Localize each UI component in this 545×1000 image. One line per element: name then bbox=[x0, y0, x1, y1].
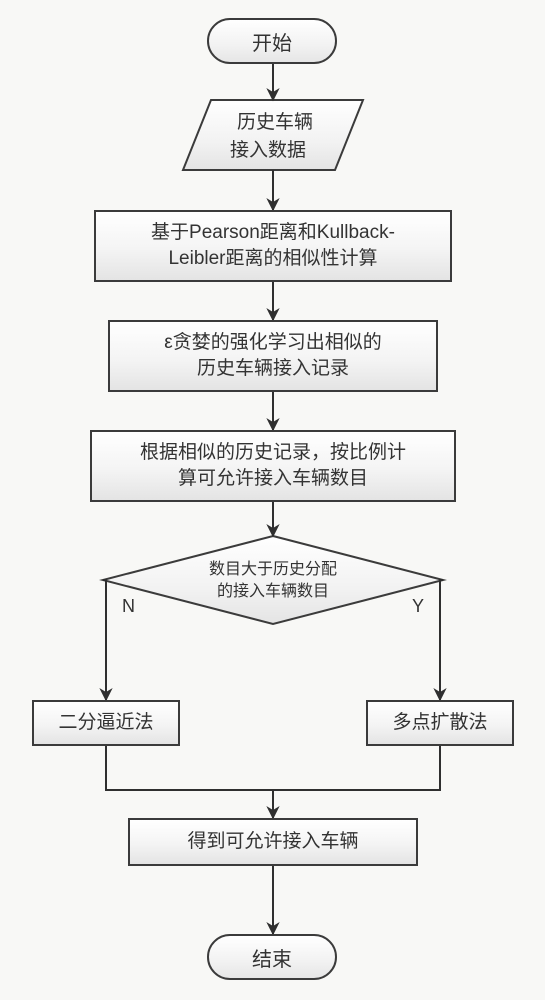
start-node: 开始 bbox=[207, 18, 337, 64]
decision-line1: 数目大于历史分配 bbox=[209, 560, 337, 578]
io-line2: 接入数据 bbox=[230, 139, 306, 161]
edge-right-merge bbox=[273, 746, 440, 790]
edge-dec-left bbox=[103, 580, 106, 700]
proc4-node: 得到可允许接入车辆 bbox=[128, 818, 418, 866]
decision-line2: 的接入车辆数目 bbox=[217, 582, 329, 600]
end-node: 结束 bbox=[207, 934, 337, 980]
edge-left-merge bbox=[106, 746, 273, 790]
proc3-line1: 根据相似的历史记录，按比例计 bbox=[140, 440, 406, 466]
proc4-label: 得到可允许接入车辆 bbox=[187, 829, 358, 855]
proc3-line2: 算可允许接入车辆数目 bbox=[140, 466, 406, 492]
end-label: 结束 bbox=[252, 943, 292, 972]
proc1-line1: 基于Pearson距离和Kullback- bbox=[151, 220, 395, 246]
procR-node: 多点扩散法 bbox=[366, 700, 514, 746]
edge-dec-right bbox=[440, 580, 443, 700]
procR-label: 多点扩散法 bbox=[392, 710, 487, 736]
label-n: N bbox=[122, 596, 135, 617]
proc2-node: ε贪婪的强化学习出相似的 历史车辆接入记录 bbox=[108, 320, 438, 392]
proc3-node: 根据相似的历史记录，按比例计 算可允许接入车辆数目 bbox=[90, 430, 456, 502]
proc2-line2: 历史车辆接入记录 bbox=[164, 356, 381, 382]
proc1-node: 基于Pearson距离和Kullback- Leibler距离的相似性计算 bbox=[94, 210, 452, 282]
procL-node: 二分逼近法 bbox=[32, 700, 180, 746]
proc2-line1: ε贪婪的强化学习出相似的 bbox=[164, 330, 381, 356]
decision-node: 数目大于历史分配 的接入车辆数目 bbox=[103, 536, 443, 624]
label-y: Y bbox=[412, 596, 424, 617]
io-node: 历史车辆 接入数据 bbox=[183, 100, 363, 170]
procL-label: 二分逼近法 bbox=[58, 710, 153, 736]
start-label: 开始 bbox=[252, 27, 292, 56]
proc1-line2: Leibler距离的相似性计算 bbox=[151, 246, 395, 272]
io-line1: 历史车辆 bbox=[237, 111, 313, 133]
